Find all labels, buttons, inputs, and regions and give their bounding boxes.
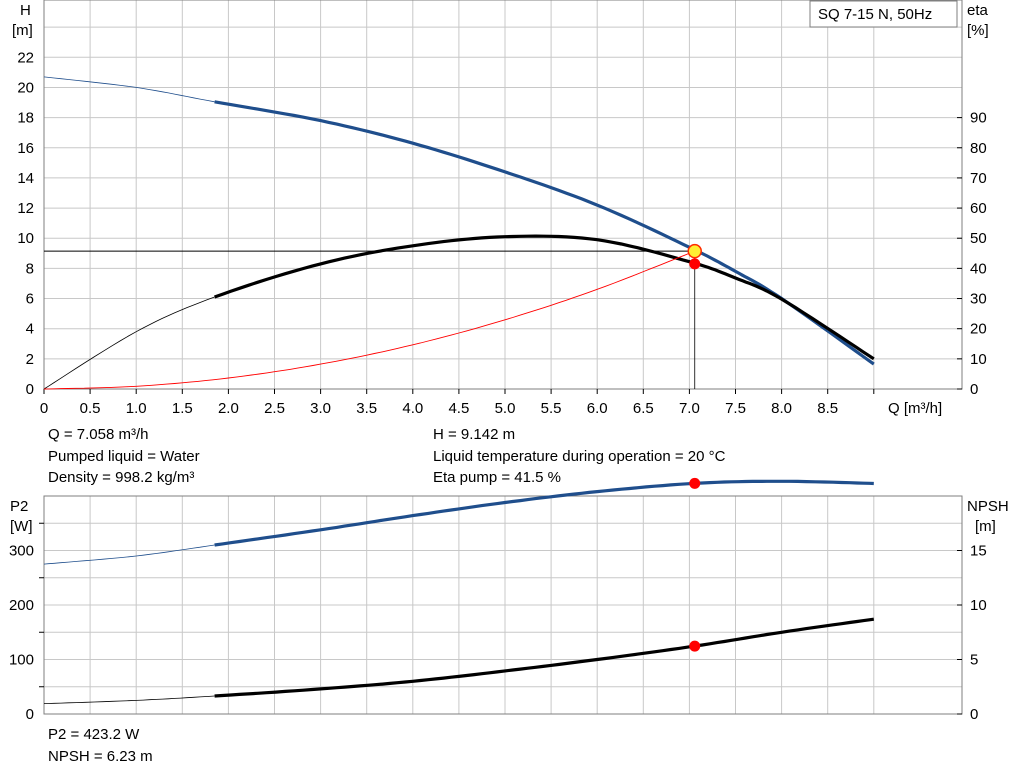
x-tick-label: 2.0 <box>218 400 239 417</box>
x-tick-label: 2.5 <box>264 400 285 417</box>
info-liquid: Pumped liquid = Water <box>48 448 200 465</box>
upper-right-tick-label: 0 <box>970 381 978 398</box>
x-tick-label: 5.5 <box>541 400 562 417</box>
upper-right-tick-label: 60 <box>970 200 987 217</box>
upper-markers <box>44 243 702 389</box>
upper-left-tick-label: 14 <box>17 170 34 187</box>
x-tick-label: 8.0 <box>771 400 792 417</box>
x-tick-label: 1.0 <box>126 400 147 417</box>
upper-right-tick-label: 80 <box>970 140 987 157</box>
upper-left-tick-label: 12 <box>17 200 34 217</box>
upper-left-tick-label: 4 <box>26 321 34 338</box>
npsh-curve-thin <box>43 695 215 704</box>
info-npsh: NPSH = 6.23 m <box>48 748 153 765</box>
power-operating-marker <box>689 477 701 489</box>
lower-left-tick-label: 300 <box>9 543 34 560</box>
lower-left-axis-title-line1: P2 <box>10 498 28 515</box>
upper-right-tick-label: 10 <box>970 351 987 368</box>
upper-left-tick-label: 10 <box>17 230 34 247</box>
x-tick-label: 3.0 <box>310 400 331 417</box>
power-curve-thin <box>43 544 215 565</box>
lower-series <box>43 479 875 704</box>
chart-title-box <box>809 0 958 28</box>
x-tick-label: 0.5 <box>80 400 101 417</box>
efficiency-operating-marker <box>689 258 701 270</box>
info-q: Q = 7.058 m³/h <box>48 426 148 443</box>
upper-series <box>43 76 875 390</box>
upper-left-axis-title-line2: [m] <box>12 22 33 39</box>
upper-right-tick-label: 70 <box>970 170 987 187</box>
info-density: Density = 998.2 kg/m³ <box>48 469 194 486</box>
upper-left-tick-label: 20 <box>17 79 34 96</box>
efficiency-curve <box>214 234 875 361</box>
upper-left-axis-title-line1: H <box>20 2 31 19</box>
system-curve <box>43 250 695 390</box>
x-tick-label: 3.5 <box>356 400 377 417</box>
lower-right-tick-label: 0 <box>970 706 978 723</box>
upper-grid <box>44 0 962 389</box>
lower-left-tick-label: 200 <box>9 597 34 614</box>
x-tick-label: 7.0 <box>679 400 700 417</box>
upper-left-tick-label: 16 <box>17 140 34 157</box>
head-curve-thin <box>43 76 215 103</box>
npsh-operating-marker <box>689 640 701 652</box>
upper-left-tick-label: 8 <box>26 260 34 277</box>
x-tick-label: 8.5 <box>817 400 838 417</box>
upper-left-tick-label: 22 <box>17 49 34 66</box>
lower-right-tick-label: 15 <box>970 543 987 560</box>
upper-left-tick-label: 18 <box>17 110 34 127</box>
upper-axes: 0 0.5 1.0 1.5 2.0 2.5 3.0 3.5 4.0 4.5 5.0 5.5 6.0 6.5… <box>17 49 986 417</box>
upper-right-axis-title-line1: eta <box>967 2 989 19</box>
info-h: H = 9.142 m <box>433 426 515 443</box>
x-tick-label: 1.5 <box>172 400 193 417</box>
upper-right-tick-label: 50 <box>970 230 987 247</box>
x-tick-label: 0 <box>40 400 48 417</box>
x-tick-label: 7.5 <box>725 400 746 417</box>
head-operating-marker <box>687 243 702 259</box>
upper-left-tick-label: 2 <box>26 351 34 368</box>
upper-right-tick-label: 40 <box>970 260 987 277</box>
lower-right-tick-label: 10 <box>970 597 987 614</box>
x-tick-label: 6.0 <box>587 400 608 417</box>
head-curve <box>214 100 875 366</box>
chart-title: SQ 7-15 N, 50Hz <box>818 6 932 23</box>
x-tick-label: 6.5 <box>633 400 654 417</box>
upper-right-tick-label: 20 <box>970 321 987 338</box>
lower-left-axis-title-line2: [W] <box>10 518 33 535</box>
efficiency-curve-thin <box>43 296 215 390</box>
upper-plot-frame <box>43 0 963 390</box>
upper-right-tick-label: 30 <box>970 291 987 308</box>
npsh-curve <box>214 617 875 698</box>
lower-right-axis-title-line1: NPSH <box>967 498 1009 515</box>
upper-right-tick-label: 90 <box>970 110 987 127</box>
lower-axes: 0 100 200 300 0 5 10 15 <box>9 522 987 723</box>
power-curve <box>214 479 874 547</box>
lower-left-tick-label: 100 <box>9 652 34 669</box>
x-tick-label: 4.0 <box>402 400 423 417</box>
lower-left-tick-label: 0 <box>26 706 34 723</box>
lower-right-tick-label: 5 <box>970 652 978 669</box>
lower-right-axis-title-line2: [m] <box>975 518 996 535</box>
lower-grid <box>44 495 962 714</box>
info-eta: Eta pump = 41.5 % <box>433 469 561 486</box>
x-tick-label: 5.0 <box>495 400 516 417</box>
upper-right-axis-title-line2: [%] <box>967 22 989 39</box>
info-temp: Liquid temperature during operation = 20… <box>433 448 726 465</box>
x-tick-label: 4.5 <box>448 400 469 417</box>
info-p2: P2 = 423.2 W <box>48 726 140 743</box>
x-axis-title: Q [m³/h] <box>888 400 942 417</box>
upper-left-tick-label: 6 <box>26 291 34 308</box>
lower-markers <box>689 477 701 652</box>
upper-left-tick-label: 0 <box>26 381 34 398</box>
